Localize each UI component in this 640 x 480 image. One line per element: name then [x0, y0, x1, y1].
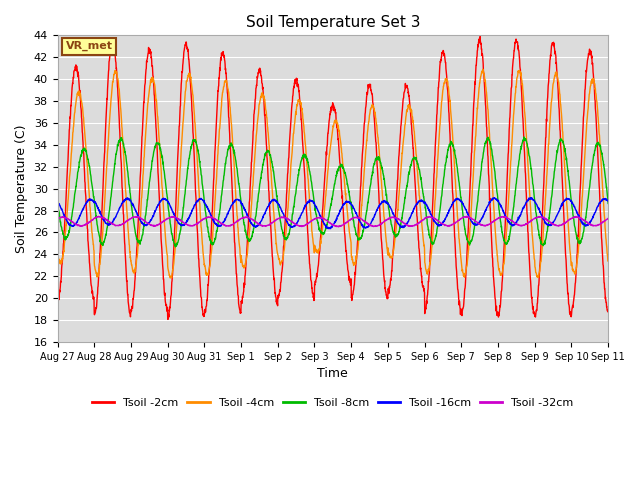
Tsoil -8cm — [556, 138, 564, 144]
Tsoil -8cm — [572, 225, 579, 231]
Tsoil -4cm — [54, 251, 61, 257]
Tsoil -16cm — [349, 204, 356, 210]
Tsoil -8cm — [361, 220, 369, 226]
Tsoil -16cm — [572, 206, 579, 212]
Tsoil -16cm — [493, 197, 500, 203]
Tsoil -4cm — [166, 275, 174, 281]
Tsoil -8cm — [604, 201, 612, 206]
Tsoil -8cm — [493, 189, 500, 195]
Legend: Tsoil -2cm, Tsoil -4cm, Tsoil -8cm, Tsoil -16cm, Tsoil -32cm: Tsoil -2cm, Tsoil -4cm, Tsoil -8cm, Tsoi… — [88, 394, 578, 412]
Tsoil -32cm — [604, 216, 612, 221]
Tsoil -32cm — [361, 218, 369, 224]
Tsoil -2cm — [207, 229, 215, 235]
Text: VR_met: VR_met — [66, 41, 113, 51]
Tsoil -32cm — [349, 216, 356, 221]
Tsoil -16cm — [54, 199, 61, 205]
Tsoil -2cm — [572, 281, 579, 287]
Tsoil -2cm — [54, 299, 61, 304]
Tsoil -4cm — [361, 160, 369, 166]
Line: Tsoil -32cm: Tsoil -32cm — [58, 216, 608, 227]
Tsoil -4cm — [572, 268, 579, 274]
Tsoil -16cm — [207, 213, 215, 219]
Tsoil -16cm — [527, 195, 534, 201]
Line: Tsoil -16cm: Tsoil -16cm — [58, 198, 608, 228]
Tsoil -8cm — [54, 200, 61, 206]
Tsoil -32cm — [556, 222, 564, 228]
Tsoil -32cm — [493, 216, 501, 222]
Tsoil -32cm — [54, 216, 61, 221]
Tsoil -4cm — [493, 253, 501, 259]
Tsoil -32cm — [334, 224, 342, 229]
Tsoil -8cm — [172, 244, 179, 250]
Line: Tsoil -2cm: Tsoil -2cm — [58, 36, 608, 319]
Tsoil -32cm — [572, 214, 579, 220]
Tsoil -8cm — [207, 239, 215, 244]
Tsoil -2cm — [556, 127, 564, 132]
Tsoil -2cm — [164, 316, 172, 322]
Tsoil -4cm — [207, 250, 215, 256]
Tsoil -2cm — [349, 292, 356, 298]
Tsoil -8cm — [520, 134, 528, 140]
Tsoil -16cm — [556, 206, 564, 212]
Title: Soil Temperature Set 3: Soil Temperature Set 3 — [246, 15, 420, 30]
Y-axis label: Soil Temperature (C): Soil Temperature (C) — [15, 124, 28, 253]
Tsoil -16cm — [325, 226, 333, 231]
Tsoil -2cm — [604, 307, 612, 313]
Tsoil -8cm — [349, 214, 356, 220]
Line: Tsoil -4cm: Tsoil -4cm — [58, 69, 608, 278]
Tsoil -16cm — [604, 199, 612, 204]
X-axis label: Time: Time — [317, 367, 348, 380]
Line: Tsoil -8cm: Tsoil -8cm — [58, 137, 608, 247]
Tsoil -4cm — [556, 91, 564, 97]
Tsoil -4cm — [479, 66, 487, 72]
Tsoil -4cm — [349, 260, 356, 265]
Tsoil -4cm — [604, 258, 612, 264]
Tsoil -2cm — [493, 312, 501, 317]
Tsoil -2cm — [361, 117, 369, 123]
Tsoil -32cm — [463, 214, 470, 219]
Tsoil -32cm — [207, 214, 215, 220]
Tsoil -16cm — [361, 225, 369, 230]
Tsoil -2cm — [476, 34, 484, 39]
